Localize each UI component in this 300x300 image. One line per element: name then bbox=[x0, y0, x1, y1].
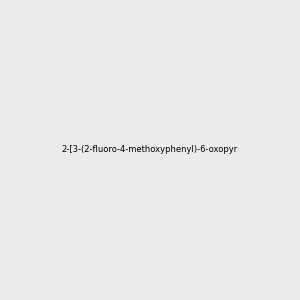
Text: 2-[3-(2-fluoro-4-methoxyphenyl)-6-oxopyr: 2-[3-(2-fluoro-4-methoxyphenyl)-6-oxopyr bbox=[62, 146, 238, 154]
